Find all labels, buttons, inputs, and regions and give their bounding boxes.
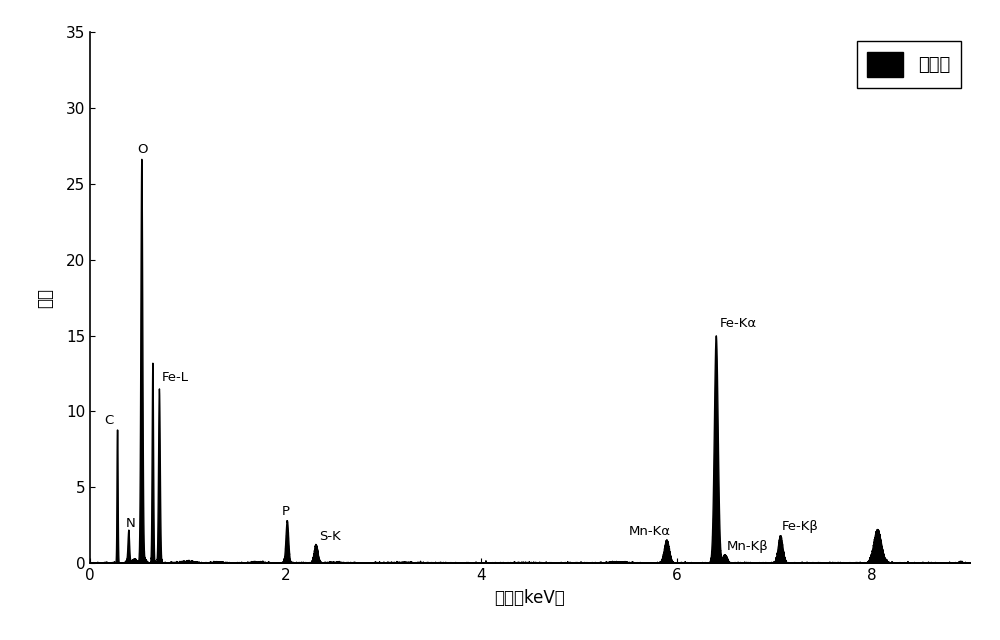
Text: Mn-Kα: Mn-Kα — [629, 525, 671, 538]
Text: P: P — [282, 505, 290, 518]
Text: S-K: S-K — [319, 530, 341, 543]
Y-axis label: 强度: 强度 — [37, 287, 55, 308]
Legend: 峰面积: 峰面积 — [856, 41, 961, 88]
Text: Fe-L: Fe-L — [162, 371, 189, 384]
Text: Fe-Kα: Fe-Kα — [720, 317, 757, 330]
Text: N: N — [126, 517, 136, 530]
Text: C: C — [104, 413, 114, 427]
Text: Mn-Kβ: Mn-Kβ — [727, 540, 768, 554]
X-axis label: 能量（keV）: 能量（keV） — [495, 589, 565, 607]
Text: Fe-Kβ: Fe-Kβ — [782, 520, 819, 533]
Text: O: O — [137, 143, 148, 156]
